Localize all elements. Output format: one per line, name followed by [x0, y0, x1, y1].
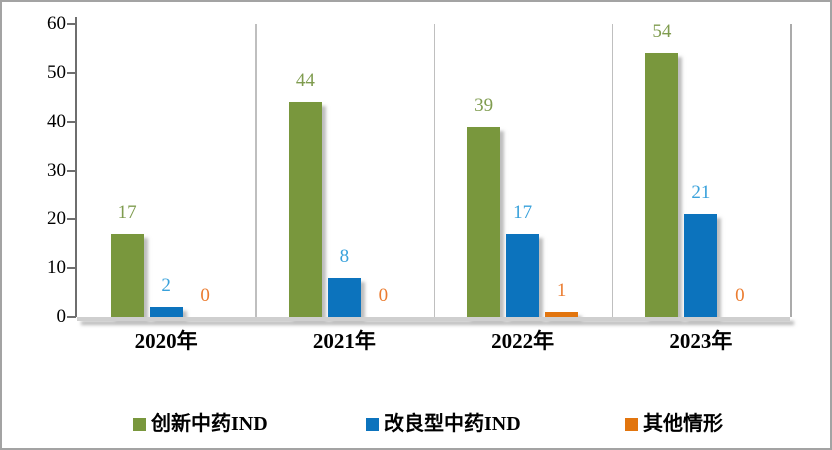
category-separator-line [255, 24, 257, 317]
legend-label: 创新中药IND [151, 413, 268, 435]
bar-改良型中药IND [684, 214, 718, 317]
bar-value-label: 39 [474, 94, 494, 116]
category-separator-line [433, 24, 435, 317]
category-separator-line [611, 24, 614, 317]
bar-value-label: 1 [556, 280, 567, 302]
bar-value-label: 44 [295, 70, 315, 92]
bar-创新中药IND [467, 126, 501, 317]
bar-value-label: 17 [513, 201, 533, 223]
x-axis-category-label: 2021年 [312, 329, 376, 353]
legend-swatch-icon [366, 417, 379, 431]
y-tick-mark [67, 169, 76, 172]
bar-改良型中药IND [149, 307, 183, 317]
legend-item-其他情形: 其他情形 [625, 412, 723, 436]
bar-改良型中药IND [506, 233, 540, 317]
y-tick-label: 60 [47, 13, 66, 34]
bar-创新中药IND [645, 53, 679, 317]
x-axis-baseline [77, 317, 790, 321]
bar-创新中药IND [110, 233, 144, 317]
legend-item-创新中药IND: 创新中药IND [133, 412, 268, 436]
legend-label: 其他情形 [643, 413, 723, 435]
bar-value-label: 17 [117, 201, 137, 223]
bar-value-label: 8 [339, 245, 350, 267]
plot-right-border [790, 24, 792, 317]
bar-value-label: 21 [691, 182, 711, 204]
y-tick-mark [67, 316, 76, 318]
bar-value-label: 54 [652, 21, 672, 43]
y-axis-line [75, 17, 77, 317]
x-axis-category-label: 2022年 [491, 329, 555, 353]
y-tick-label: 0 [56, 306, 67, 327]
y-tick-label: 50 [47, 61, 66, 83]
legend-label: 改良型中药IND [384, 413, 521, 435]
y-tick-mark [67, 120, 76, 123]
y-tick-label: 10 [47, 257, 66, 279]
bar-其他情形 [545, 312, 579, 317]
y-tick-label: 40 [47, 110, 66, 132]
bar-value-label: 0 [735, 285, 745, 306]
bar-value-label: 2 [161, 275, 171, 297]
bar-value-label: 0 [200, 285, 210, 306]
x-axis-category-label: 2023年 [669, 329, 733, 353]
y-tick-mark [67, 218, 76, 221]
legend-swatch-icon [133, 417, 146, 431]
x-axis-category-label: 2020年 [134, 329, 198, 353]
bar-创新中药IND [288, 102, 322, 317]
bar-value-label: 0 [378, 285, 389, 306]
legend-item-改良型中药IND: 改良型中药IND [366, 412, 521, 436]
y-tick-label: 20 [47, 208, 66, 230]
legend-swatch-icon [625, 417, 638, 431]
y-tick-label: 30 [47, 159, 66, 181]
y-tick-mark [67, 23, 76, 25]
y-tick-mark [67, 71, 76, 74]
y-tick-mark [67, 267, 76, 270]
bar-改良型中药IND [327, 277, 361, 317]
